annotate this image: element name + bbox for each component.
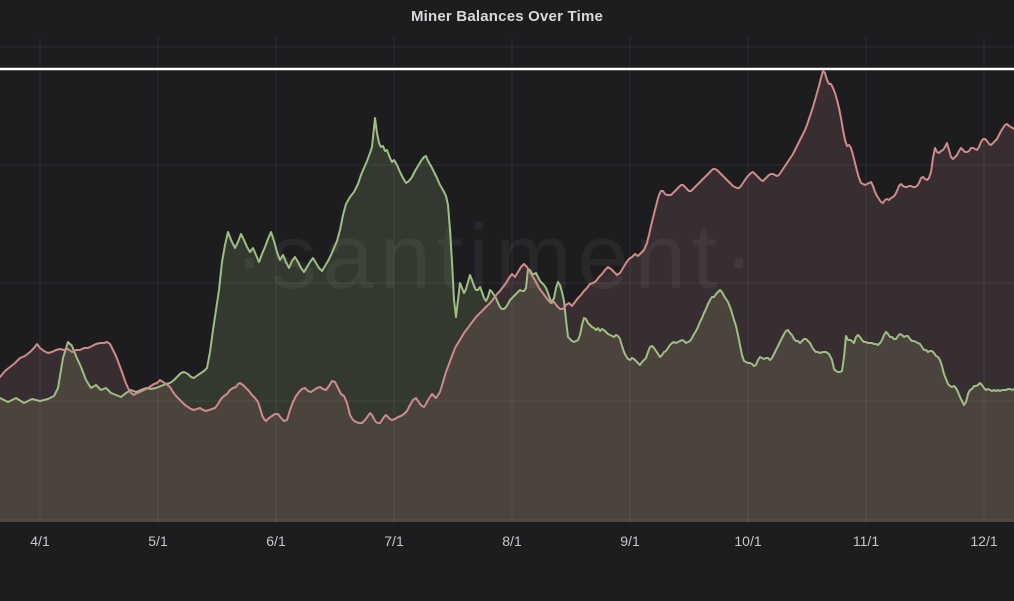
green-series-area: [0, 118, 1014, 522]
x-axis-tick-label: 11/1: [852, 533, 880, 549]
x-axis-tick-label: 4/1: [30, 533, 50, 549]
x-axis: 4/1 5/1 6/1 7/1 8/1 9/1 10/1 11/1 12/1: [0, 533, 1014, 555]
x-axis-tick-label: 9/1: [620, 533, 640, 549]
x-axis-tick-label: 6/1: [266, 533, 286, 549]
x-axis-tick-label: 10/1: [734, 533, 762, 549]
green-series-line: [0, 117, 1014, 406]
x-axis-tick-label: 5/1: [148, 533, 168, 549]
chart-title: Miner Balances Over Time: [410, 8, 604, 25]
x-axis-tick-label: 8/1: [502, 533, 522, 549]
x-axis-tick-label: 7/1: [384, 533, 404, 549]
pink-series-line: [0, 70, 1014, 424]
watermark: ·santiment·: [234, 206, 760, 308]
x-axis-tick-label: 12/1: [970, 533, 998, 549]
pink-series-area: [0, 71, 1014, 522]
